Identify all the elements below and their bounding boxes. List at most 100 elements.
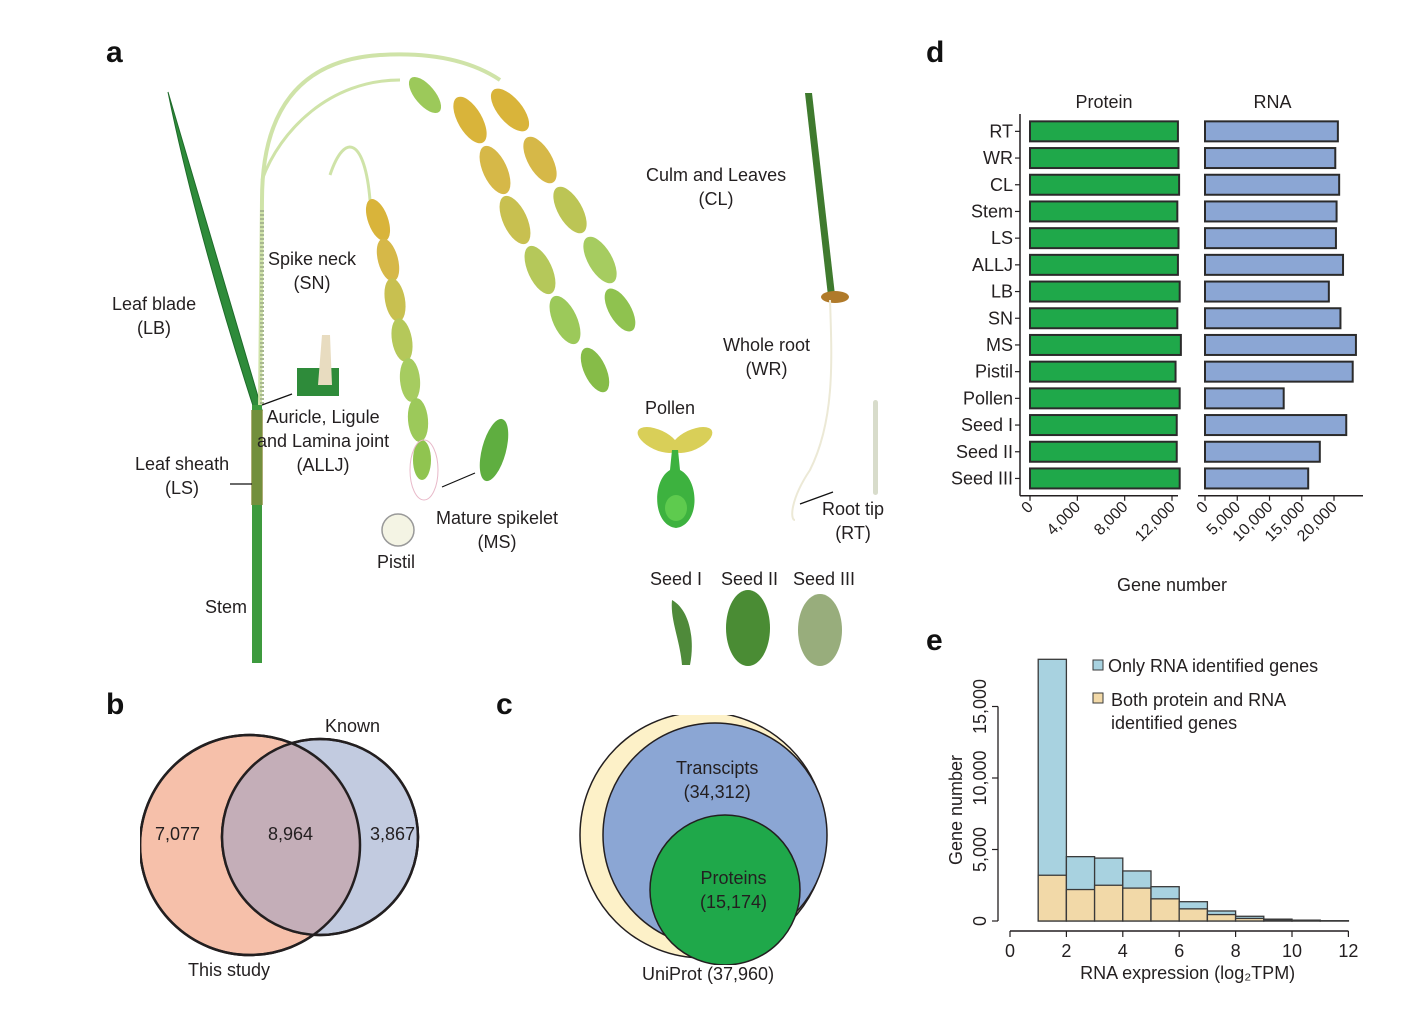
y-tick-label: 10,000 bbox=[970, 750, 990, 805]
seed-1-shape bbox=[671, 600, 692, 665]
proteins-name: Proteins bbox=[700, 868, 767, 888]
bar-rna-cl bbox=[1204, 173, 1341, 196]
x-tick-label: 8 bbox=[1231, 941, 1241, 961]
label-root-tip-abbr: (RT) bbox=[835, 523, 871, 543]
hist-bar-both bbox=[1065, 888, 1096, 922]
bar-rna-ms bbox=[1204, 333, 1357, 356]
y-tick-label: MS bbox=[986, 335, 1013, 355]
uniprot-label: UniProt (37,960) bbox=[642, 964, 775, 984]
proteins-circle bbox=[649, 814, 801, 965]
panel-d-bar-chart: RT WR CL Stem LS ALLJ LB SN MS Pistil Pollen Seed I… bbox=[951, 92, 1363, 595]
hist-bar-both bbox=[1206, 913, 1237, 922]
x-tick-label: 4 bbox=[1118, 941, 1128, 961]
root-tip-shape bbox=[873, 400, 878, 495]
seed-3-shape bbox=[798, 594, 842, 666]
panel-e-histogram: 0 5,000 10,000 15,000 Gene number 0 2 4 6 8 10 12 RN… bbox=[946, 656, 1358, 983]
mature-spikelet-shape bbox=[479, 418, 509, 482]
y-tick-label: SN bbox=[988, 308, 1013, 328]
bar-rna-rt bbox=[1204, 120, 1339, 143]
x-tick-label: 8,000 bbox=[1091, 499, 1131, 539]
bar-rna-pollen bbox=[1204, 387, 1285, 410]
y-tick-label: Seed III bbox=[951, 468, 1013, 488]
bar-protein-pistil bbox=[1029, 360, 1177, 383]
x-tick-label: 4,000 bbox=[1044, 499, 1084, 539]
y-tick-label: LB bbox=[991, 282, 1013, 302]
x-tick-label: 10 bbox=[1282, 941, 1302, 961]
bar-rna-sn bbox=[1204, 307, 1342, 330]
x-tick-label: 0 bbox=[1005, 941, 1015, 961]
label-whole-root: Whole root (WR) bbox=[723, 333, 810, 381]
venn-known-label: Known bbox=[325, 716, 381, 736]
venn-overlap-region bbox=[222, 739, 360, 935]
facet-title: RNA bbox=[1253, 92, 1291, 112]
label-culm-leaves-name: Culm and Leaves bbox=[646, 165, 787, 185]
hist-bar-both bbox=[1263, 919, 1293, 922]
y-tick-label: ALLJ bbox=[972, 255, 1013, 275]
bar-protein-wr bbox=[1029, 147, 1180, 170]
legend-label-both-line1: Both protein and RNA bbox=[1111, 690, 1286, 710]
legend-swatch-only-rna bbox=[1092, 659, 1104, 671]
proteins-label: Proteins (15,174) bbox=[700, 866, 767, 914]
bar-rna-stem bbox=[1204, 200, 1338, 223]
pollen-shape bbox=[637, 427, 713, 528]
label-leaf-blade-abbr: (LB) bbox=[137, 318, 172, 338]
leaf-sheath-shape bbox=[251, 410, 263, 505]
seed-2-shape bbox=[726, 590, 770, 666]
hist-bar-both bbox=[1234, 917, 1265, 922]
label-mature-spikelet-abbr: (MS) bbox=[477, 532, 517, 552]
spike-neck-shape bbox=[258, 52, 502, 406]
stem-shape bbox=[252, 405, 262, 663]
y-tick-label: CL bbox=[990, 175, 1013, 195]
label-seed-1: Seed I bbox=[650, 569, 703, 589]
label-whole-root-abbr: (WR) bbox=[745, 359, 788, 379]
bar-protein-ls bbox=[1029, 227, 1180, 250]
y-tick-label: Seed II bbox=[956, 442, 1013, 462]
label-allj-abbr: (ALLJ) bbox=[296, 455, 350, 475]
x-tick-label: 0 bbox=[1194, 499, 1212, 517]
hist-bar-both bbox=[1093, 884, 1124, 922]
bar-rna-pistil bbox=[1204, 360, 1354, 383]
y-tick-label: 5,000 bbox=[970, 827, 990, 872]
venn-this-study-label: This study bbox=[188, 960, 271, 980]
bar-rna-allj bbox=[1204, 253, 1345, 276]
label-culm-leaves-abbr: (CL) bbox=[698, 189, 734, 209]
hist-bar-both bbox=[1150, 898, 1180, 922]
bar-rna-lb bbox=[1204, 280, 1330, 303]
x-tick-label: 12 bbox=[1338, 941, 1358, 961]
bar-protein-stem bbox=[1029, 200, 1179, 223]
allj-inset bbox=[297, 368, 339, 396]
label-root-tip: Root tip (RT) bbox=[822, 497, 884, 545]
legend-swatch-both bbox=[1092, 692, 1104, 704]
bar-protein-pollen bbox=[1029, 387, 1181, 410]
panel-c-letter: c bbox=[496, 688, 513, 721]
venn-left-only-value: 7,077 bbox=[155, 824, 201, 844]
x-axis-label: RNA expression (log₂TPM) bbox=[1080, 963, 1295, 983]
pistil-shape bbox=[381, 513, 415, 547]
x-tick-label: 0 bbox=[1019, 499, 1037, 517]
label-mature-spikelet-name: Mature spikelet bbox=[436, 508, 559, 528]
transcripts-count: (34,312) bbox=[683, 782, 751, 802]
legend-label-only-rna: Only RNA identified genes bbox=[1108, 656, 1318, 676]
rice-plant-illustration bbox=[167, 52, 878, 666]
bar-rna-seed-iii bbox=[1204, 467, 1310, 490]
panel-a-letter: a bbox=[106, 36, 123, 69]
y-axis-label: Gene number bbox=[946, 755, 966, 865]
proteins-count: (15,174) bbox=[700, 892, 768, 912]
label-stem: Stem bbox=[205, 597, 248, 617]
bar-protein-seed-iii bbox=[1029, 467, 1181, 490]
whole-root-shape bbox=[791, 299, 833, 521]
bar-protein-seed-i bbox=[1029, 414, 1178, 437]
y-tick-label: WR bbox=[983, 148, 1013, 168]
label-root-tip-name: Root tip bbox=[822, 499, 885, 519]
nested-circle-diagram bbox=[579, 715, 828, 965]
leaf-blade-shape bbox=[167, 91, 263, 413]
seed-husk-shape bbox=[821, 291, 849, 303]
bar-protein-ms bbox=[1029, 333, 1182, 356]
x-axis-label: Gene number bbox=[1117, 575, 1227, 595]
label-whole-root-name: Whole root bbox=[723, 335, 811, 355]
label-seed-3: Seed III bbox=[793, 569, 856, 589]
bar-rna-ls bbox=[1204, 227, 1337, 250]
y-tick-label: 0 bbox=[970, 916, 990, 926]
label-spike-neck-abbr: (SN) bbox=[293, 273, 331, 293]
x-tick-label: 2 bbox=[1061, 941, 1071, 961]
